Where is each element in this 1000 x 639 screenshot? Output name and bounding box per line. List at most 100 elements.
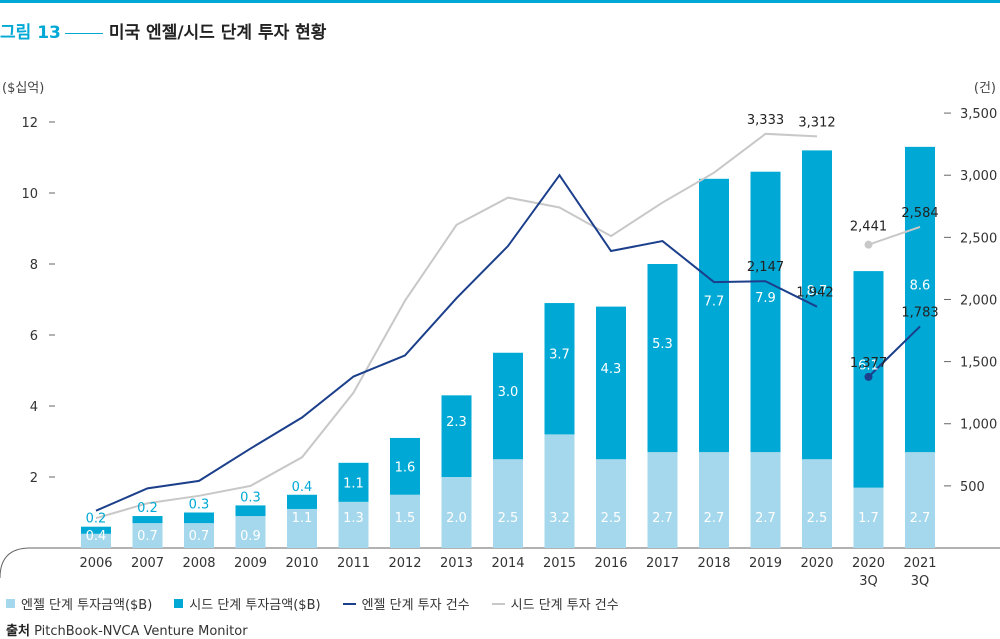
x-tick-label: 2017 bbox=[646, 556, 679, 571]
y2-tick-label: 1,500 bbox=[960, 356, 997, 371]
line-seed-count-marker bbox=[864, 240, 873, 249]
y-tick-label: 12 bbox=[21, 116, 38, 131]
source-text: PitchBook-NVCA Venture Monitor bbox=[34, 624, 248, 639]
bar-seed-amount bbox=[132, 516, 163, 524]
line-value-label: 1,942 bbox=[796, 286, 833, 301]
y2-tick-label: 500 bbox=[960, 480, 985, 495]
bar-seed-amount bbox=[802, 150, 832, 460]
x-tick-label: 2013 bbox=[440, 556, 473, 571]
bar-seed-amount bbox=[184, 512, 214, 524]
x-tick-label: 2016 bbox=[594, 556, 627, 571]
legend-label: 시드 단계 투자금액($B) bbox=[189, 598, 321, 613]
bar-angel-amount bbox=[287, 508, 317, 548]
bar-angel-amount bbox=[184, 523, 214, 548]
chart-axes: ($십억) (건) 2 4 6 8 10 12 500 1,000 1,500 2,000 2,500 3… bbox=[0, 81, 1000, 589]
bar-label-seed: 2.3 bbox=[446, 415, 467, 430]
bar-label-seed: 0.3 bbox=[240, 490, 261, 505]
bar-label-angel: 2.5 bbox=[807, 511, 828, 526]
x-tick-label: 2014 bbox=[491, 556, 524, 571]
x-tick-label: 3Q bbox=[859, 574, 878, 589]
x-tick-label: 2015 bbox=[543, 556, 576, 571]
chart-lines bbox=[95, 132, 921, 520]
bar-seed-amount bbox=[544, 303, 575, 435]
y-axis-label: ($십억) bbox=[2, 81, 44, 96]
legend-item-angel-amount: 엔젤 단계 투자금액($B) bbox=[6, 594, 152, 613]
bar-label-seed: 1.1 bbox=[343, 476, 364, 491]
bar-angel-amount bbox=[338, 501, 369, 548]
bar-label-angel: 1.3 bbox=[343, 511, 364, 526]
bar-angel-amount bbox=[390, 494, 420, 548]
y2-tick-label: 3,000 bbox=[960, 169, 997, 184]
bar-label-angel: 2.5 bbox=[498, 511, 519, 526]
chart-labels: 0.4 0.2 0.7 0.2 0.7 0.3 0.9 0.3 1.1 0.4 1.3 1.1 1.5 1… bbox=[86, 113, 939, 544]
bar-seed-amount bbox=[235, 505, 266, 517]
x-axis-line bbox=[0, 547, 1000, 579]
legend-swatch-seed-bar bbox=[174, 599, 184, 608]
y2-tick-label: 2,500 bbox=[960, 231, 997, 246]
bar-seed-amount bbox=[493, 352, 523, 460]
bar-label-seed: 6.1 bbox=[858, 358, 879, 373]
bar-angel-amount bbox=[699, 452, 729, 548]
legend-swatch-seed-line bbox=[491, 602, 505, 605]
line-value-label: 3,312 bbox=[798, 115, 835, 130]
bar-angel-amount bbox=[132, 523, 163, 548]
bar-angel-amount bbox=[81, 533, 111, 548]
x-tick-label: 2008 bbox=[182, 556, 215, 571]
y-tick-label: 2 bbox=[30, 471, 38, 486]
line-value-label: 1,377 bbox=[850, 356, 887, 371]
bar-label-angel: 1.7 bbox=[858, 511, 879, 526]
y-tick-label: 4 bbox=[30, 400, 38, 415]
bar-seed-amount bbox=[596, 306, 626, 460]
bar-seed-amount bbox=[647, 264, 678, 453]
x-tick-label: 2018 bbox=[697, 556, 730, 571]
x-tick-label: 2010 bbox=[285, 556, 318, 571]
bar-label-angel: 2.7 bbox=[910, 511, 931, 526]
bar-label-seed: 5.3 bbox=[652, 337, 673, 352]
legend: 엔젤 단계 투자금액($B) 시드 단계 투자금액($B) 엔젤 단계 투자 건… bbox=[6, 594, 619, 613]
bar-label-angel: 2.7 bbox=[704, 511, 725, 526]
x-tick-label: 3Q bbox=[911, 574, 930, 589]
bar-label-angel: 2.7 bbox=[652, 511, 673, 526]
line-angel-count-marker bbox=[864, 372, 873, 381]
top-accent-line bbox=[0, 0, 1000, 3]
legend-swatch-angel-line bbox=[342, 602, 356, 605]
bar-seed-amount bbox=[81, 526, 111, 534]
bar-label-angel: 0.7 bbox=[189, 529, 210, 544]
line-angel-count-annual bbox=[95, 173, 818, 512]
source-note: 출처 PitchBook-NVCA Venture Monitor bbox=[6, 620, 248, 639]
bar-label-seed: 0.4 bbox=[292, 480, 313, 495]
line-value-label: 2,584 bbox=[901, 206, 938, 221]
legend-swatch-angel-bar bbox=[6, 599, 15, 608]
bar-label-seed: 7.9 bbox=[755, 291, 776, 306]
legend-label: 엔젤 단계 투자금액($B) bbox=[21, 598, 153, 613]
bar-label-seed: 0.2 bbox=[86, 512, 107, 527]
bar-label-seed: 3.7 bbox=[549, 348, 570, 363]
bar-label-seed: 7.7 bbox=[704, 294, 725, 309]
source-label: 출처 bbox=[6, 624, 30, 639]
bar-angel-amount bbox=[235, 516, 266, 548]
bar-label-angel: 1.1 bbox=[292, 511, 313, 526]
bar-seed-amount bbox=[699, 178, 729, 453]
x-tick-label: 2006 bbox=[79, 556, 112, 571]
bar-label-seed: 3.0 bbox=[498, 385, 519, 400]
bar-seed-amount bbox=[441, 395, 472, 477]
bar-seed-amount bbox=[750, 171, 781, 453]
bar-label-angel: 0.4 bbox=[86, 529, 107, 544]
bar-angel-amount bbox=[596, 459, 626, 548]
figure-title-text: 미국 엔젤/시드 단계 투자 현황 bbox=[108, 23, 327, 43]
y2-tick-label: 3,500 bbox=[960, 107, 997, 122]
bar-label-seed: 0.3 bbox=[189, 498, 210, 513]
line-value-label: 3,333 bbox=[747, 113, 784, 128]
figure-number: 그림 13 bbox=[0, 23, 61, 43]
bar-label-angel: 0.7 bbox=[137, 529, 158, 544]
legend-item-seed-count: 시드 단계 투자 건수 bbox=[491, 594, 619, 613]
x-tick-label: 2020 bbox=[852, 556, 885, 571]
line-value-label: 2,147 bbox=[747, 260, 784, 275]
bar-seed-amount bbox=[287, 494, 317, 509]
bar-seed-amount bbox=[390, 437, 420, 495]
bar-angel-amount bbox=[853, 487, 884, 548]
legend-item-seed-amount: 시드 단계 투자금액($B) bbox=[174, 594, 321, 613]
line-seed-count-3q bbox=[868, 225, 921, 246]
bar-label-angel: 1.5 bbox=[395, 511, 416, 526]
